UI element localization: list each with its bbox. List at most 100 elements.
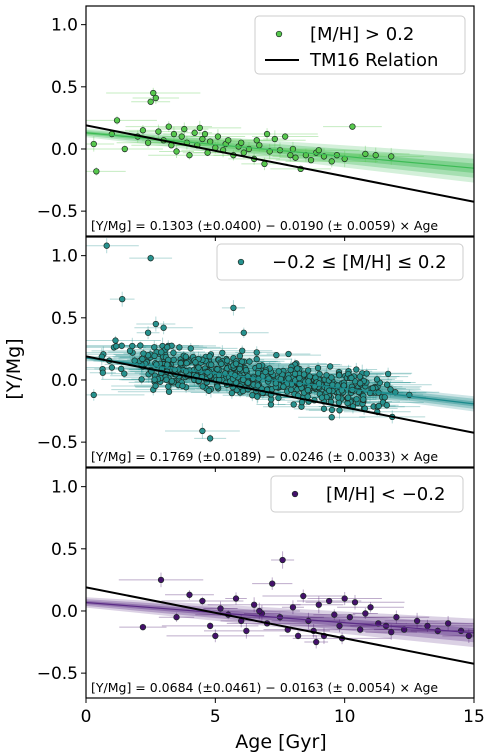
data-point [170,349,177,356]
data-point [328,414,335,421]
data-point [158,349,165,356]
data-point [191,129,198,136]
data-point [232,595,240,602]
data-point [163,376,170,383]
data-point [108,130,116,138]
data-point [152,94,159,102]
data-point [121,370,128,377]
data-point [360,396,367,403]
data-point [300,592,307,600]
data-point [187,345,194,352]
data-point [372,152,379,159]
data-point [144,139,152,146]
data-point [289,604,297,611]
data-point [334,382,341,389]
legend-label: −0.2 ≤ [M/H] ≤ 0.2 [272,252,447,273]
data-point [214,133,222,140]
data-point [165,388,173,395]
data-point [262,368,269,376]
data-point [236,365,243,373]
data-point [279,556,286,564]
data-point [315,601,322,608]
data-point [196,124,203,131]
data-point [219,349,226,357]
data-point [222,370,229,377]
data-point [165,383,172,390]
data-point [271,135,278,143]
data-point [168,378,176,385]
data-point [230,304,237,312]
y-tick-label: 1.0 [51,16,78,36]
data-point [207,435,214,442]
panel-plot-area [86,551,474,665]
data-point [217,605,224,612]
data-point [305,367,312,374]
data-point [151,352,158,360]
data-point [228,390,236,397]
x-tick-label: 0 [81,707,92,727]
data-point [176,344,183,351]
data-point [151,376,158,383]
panel-frame [85,467,475,699]
data-point [90,391,97,399]
data-point [139,623,147,631]
legend-marker [291,490,299,498]
data-point [261,160,268,168]
panel-1: −0.5 0.0 0.5 1.0 [Y/Mg] = 0.1303 (±0.0400) −… [37,5,475,241]
data-point [129,342,136,350]
y-tick-label: 0.0 [51,371,78,391]
data-point [239,347,246,354]
data-point [287,386,295,393]
data-point [177,360,184,367]
data-point [335,394,342,401]
legend-label: [M/H] < −0.2 [326,484,445,505]
data-point [240,149,247,156]
data-point [147,254,154,262]
data-point [147,98,154,105]
panel-2: −0.5 0.0 0.5 1.0 [Y/Mg] = 0.1769 (±0.0189) −… [37,236,475,472]
data-point [348,374,355,382]
tm16-relation-line [86,355,474,434]
fit-line [86,601,474,634]
data-point [280,383,287,390]
data-point [304,387,312,394]
data-point [224,357,231,364]
tm16-relation-line [86,586,474,665]
data-point [292,154,299,161]
data-point [179,382,186,389]
data-point [444,620,452,627]
data-point [152,382,159,390]
data-point [181,125,188,133]
data-point [465,632,472,639]
data-point [375,402,382,410]
data-point [357,380,364,387]
data-point [263,130,271,138]
data-point [140,350,147,357]
data-point [232,360,240,367]
data-point [249,375,257,382]
data-point [170,130,178,138]
data-point [269,580,276,587]
data-point [287,152,294,159]
data-point [353,395,360,403]
data-point [363,370,370,377]
legend-box [216,243,464,281]
data-point [338,387,345,394]
data-point [207,622,214,630]
data-point [192,359,199,366]
data-point [113,117,121,124]
data-point [362,150,369,158]
data-point [367,604,374,611]
y-tick-label: 1.0 [51,478,78,498]
data-point [272,380,280,387]
y-tick-label: −0.5 [37,202,78,222]
data-point [331,611,338,618]
data-point [290,401,297,408]
data-point [139,127,147,134]
data-point [254,393,261,400]
panel-plot-area [86,87,474,203]
data-point [164,344,171,351]
data-point [336,372,343,379]
data-point [351,599,359,606]
data-point [108,364,116,371]
